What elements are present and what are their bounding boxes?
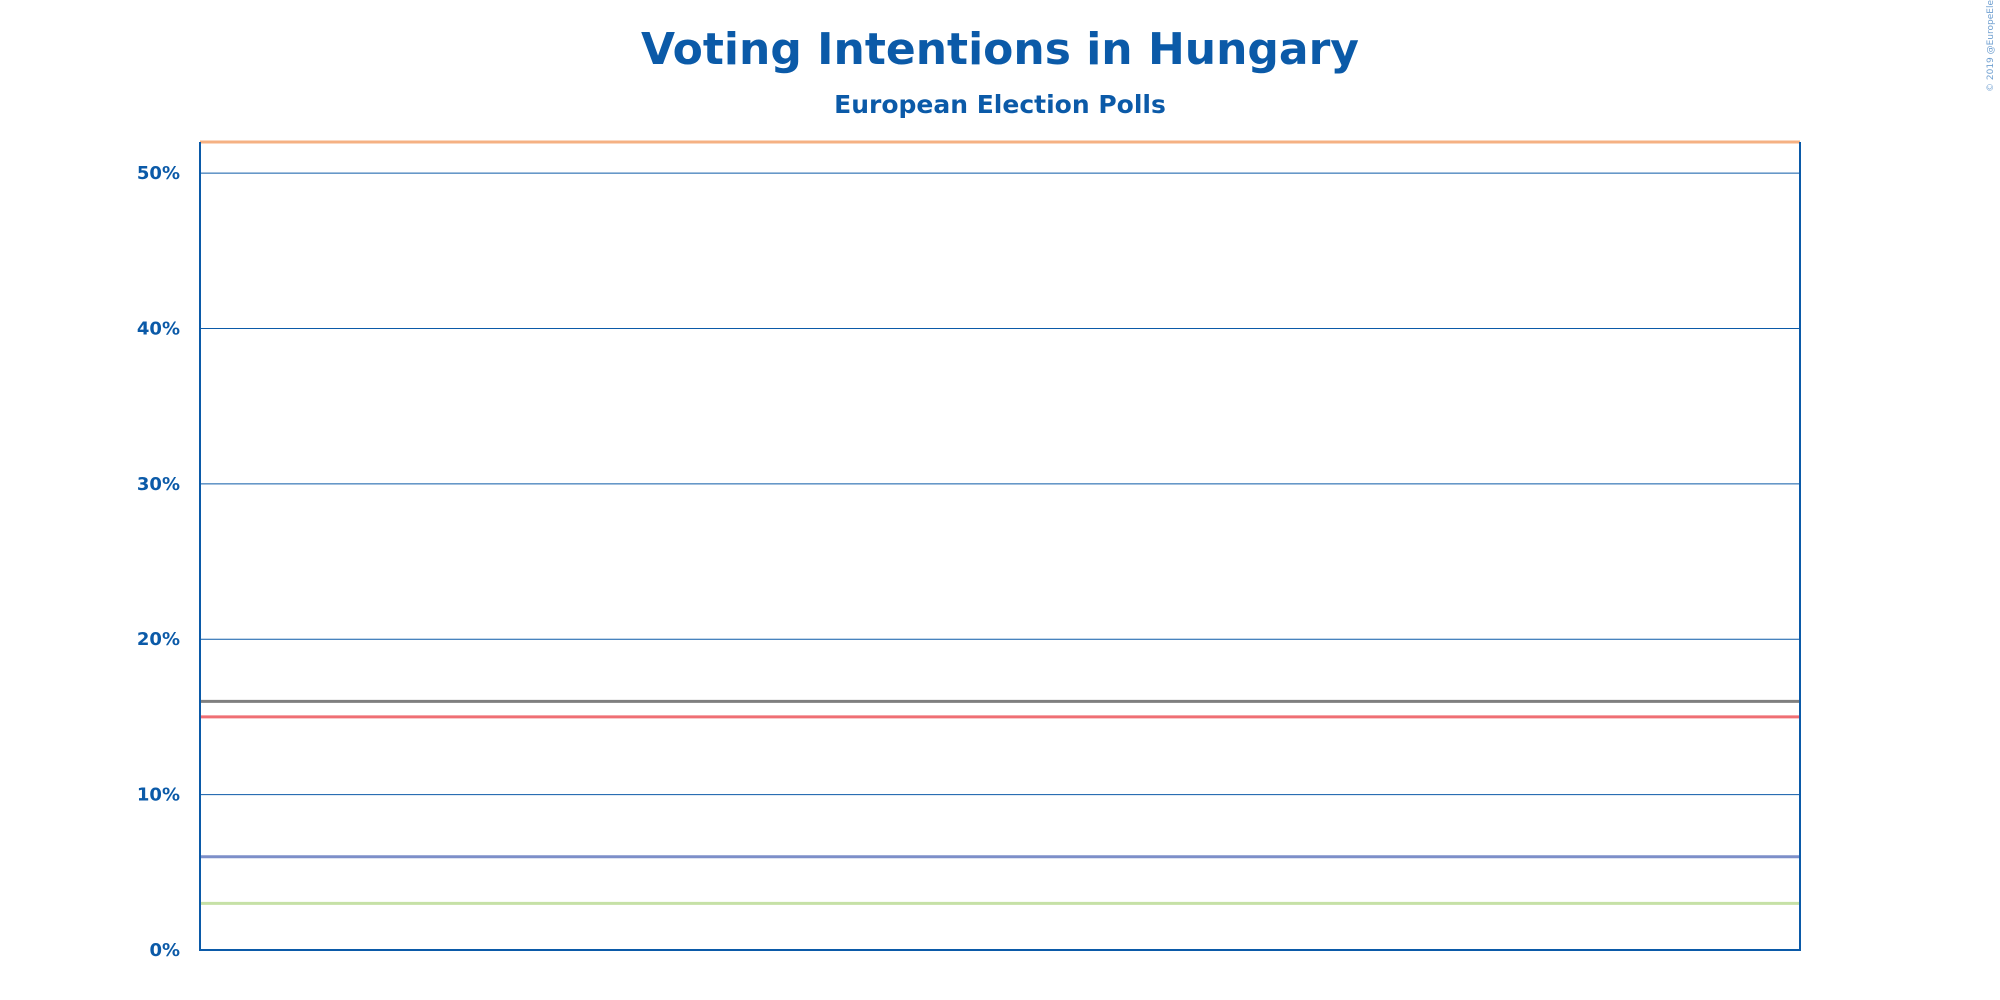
- y-tick-label: 30%: [137, 474, 180, 495]
- axis-frame: [199, 142, 1801, 951]
- plot-frame: [199, 142, 1801, 951]
- series-lines: [200, 140, 1800, 905]
- y-tick-label: 20%: [137, 629, 180, 650]
- copyright-note: © 2019 @EuropeElects: [1986, 0, 1996, 92]
- y-axis-ticks: 0% 10% 20% 30% 40% 50%: [137, 163, 180, 961]
- y-tick-label: 10%: [137, 785, 180, 806]
- gridlines: [200, 172, 1800, 796]
- chart-title: Voting Intentions in Hungary: [641, 24, 1359, 75]
- chart-subtitle: European Election Polls: [834, 90, 1166, 119]
- y-tick-label: 50%: [137, 163, 180, 184]
- y-tick-label: 40%: [137, 318, 180, 339]
- y-tick-label: 0%: [149, 940, 180, 961]
